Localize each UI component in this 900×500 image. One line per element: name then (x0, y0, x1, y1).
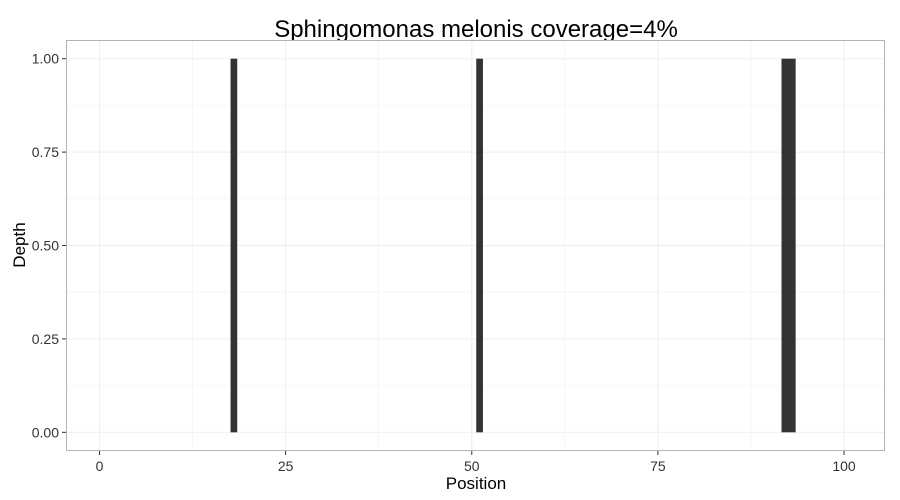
axes: 0 25 50 75 100 0.00 0.25 0.50 0.75 1.00 (32, 40, 885, 474)
y-tick-label: 0.00 (32, 424, 59, 440)
coverage-bar-2 (476, 58, 483, 433)
y-tick-label: 0.25 (32, 331, 59, 347)
x-axis-title: Position (446, 474, 506, 493)
x-tick-label: 75 (650, 458, 666, 474)
y-tick-label: 0.75 (32, 144, 59, 160)
x-tick-label: 0 (96, 458, 104, 474)
bars (230, 58, 796, 433)
y-tick-label: 1.00 (32, 51, 59, 67)
panel-border (66, 40, 885, 451)
chart-title: Sphingomonas melonis coverage=4% (274, 16, 678, 43)
x-tick-label: 25 (278, 458, 294, 474)
grid-lines (66, 40, 885, 451)
x-tick-label: 50 (464, 458, 480, 474)
y-tick-label: 0.50 (32, 238, 59, 254)
coverage-bar-1 (230, 58, 238, 433)
x-tick-label: 100 (832, 458, 856, 474)
coverage-bar-3 (781, 58, 796, 433)
y-axis-title: Depth (10, 222, 29, 267)
